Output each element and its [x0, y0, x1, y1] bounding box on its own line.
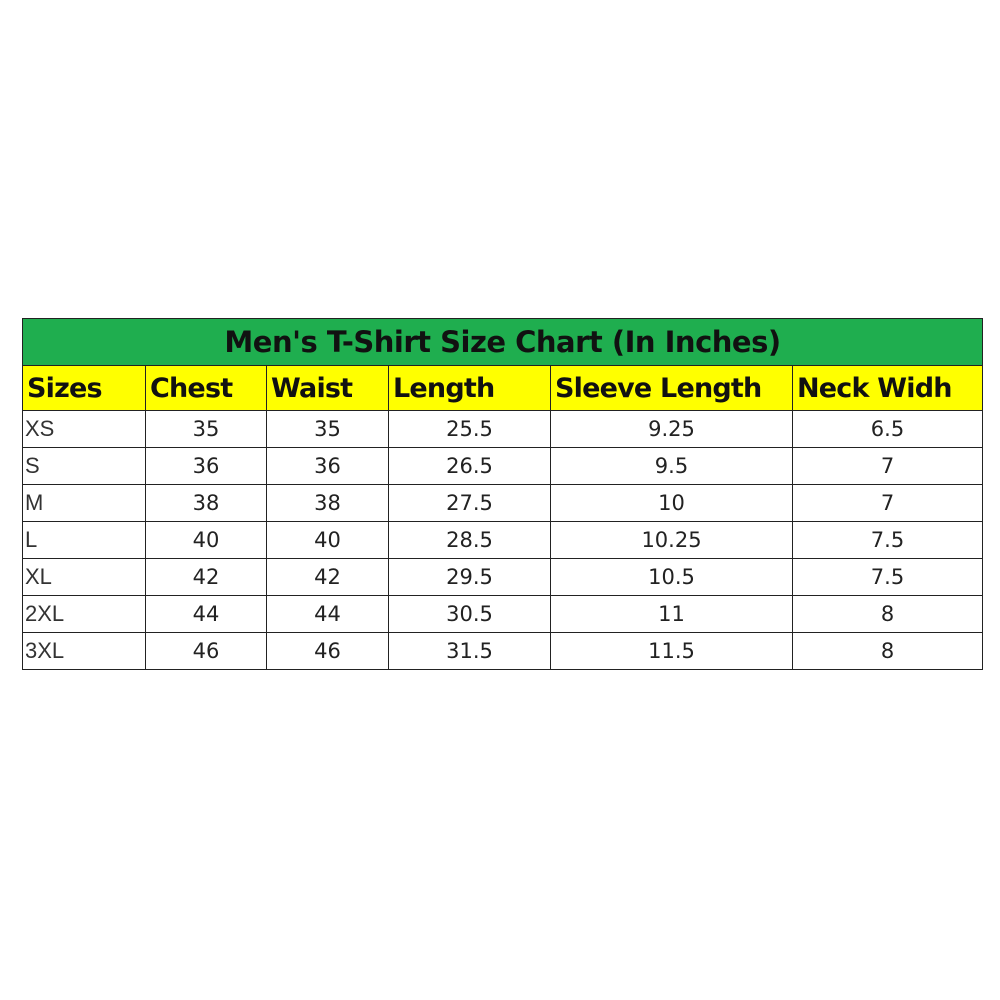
measurement-cell: 46: [145, 632, 267, 670]
measurement-cell: 35: [145, 410, 267, 448]
measurement-cell: 26.5: [388, 447, 551, 485]
column-header: Chest: [145, 365, 267, 411]
measurement-cell: 10: [550, 484, 793, 522]
measurement-cell: 7.5: [791, 558, 984, 596]
column-header: Length: [388, 365, 551, 411]
measurement-cell: 31.5: [388, 632, 551, 670]
size-cell: 3XL: [22, 632, 146, 670]
measurement-cell: 27.5: [388, 484, 551, 522]
table-row: L 40 40 28.5 10.25 7.5: [22, 521, 984, 559]
measurement-cell: 8: [791, 632, 984, 670]
measurement-cell: 8: [791, 595, 984, 633]
size-cell: 2XL: [22, 595, 146, 633]
table-row: XL 42 42 29.5 10.5 7.5: [22, 558, 984, 596]
measurement-cell: 30.5: [388, 595, 551, 633]
measurement-cell: 9.25: [550, 410, 793, 448]
table-row: XS 35 35 25.5 9.25 6.5: [22, 410, 984, 448]
measurement-cell: 6.5: [791, 410, 984, 448]
measurement-cell: 40: [266, 521, 389, 559]
size-cell: XS: [22, 410, 146, 448]
table-row: 2XL 44 44 30.5 11 8: [22, 595, 984, 633]
measurement-cell: 40: [145, 521, 267, 559]
size-cell: XL: [22, 558, 146, 596]
measurement-cell: 11: [550, 595, 793, 633]
column-header: Sleeve Length: [550, 365, 793, 411]
measurement-cell: 42: [145, 558, 267, 596]
measurement-cell: 7: [791, 447, 984, 485]
measurement-cell: 35: [266, 410, 389, 448]
measurement-cell: 10.25: [550, 521, 793, 559]
measurement-cell: 42: [266, 558, 389, 596]
measurement-cell: 46: [266, 632, 389, 670]
table-row: 3XL 46 46 31.5 11.5 8: [22, 632, 984, 670]
table-title: Men's T-Shirt Size Chart (In Inches): [21, 318, 984, 366]
measurement-cell: 10.5: [550, 558, 793, 596]
measurement-cell: 44: [145, 595, 267, 633]
size-cell: M: [22, 484, 146, 522]
column-header: Waist: [266, 365, 389, 411]
table-row: M 38 38 27.5 10 7: [22, 484, 984, 522]
measurement-cell: 7.5: [791, 521, 984, 559]
measurement-cell: 9.5: [550, 447, 793, 485]
table-row: S 36 36 26.5 9.5 7: [22, 447, 984, 485]
measurement-cell: 28.5: [388, 521, 551, 559]
column-header: Neck Widh: [791, 365, 984, 411]
size-chart-table: Men's T-Shirt Size Chart (In Inches) Siz…: [21, 318, 984, 670]
measurement-cell: 36: [145, 447, 267, 485]
measurement-cell: 11.5: [550, 632, 793, 670]
measurement-cell: 38: [266, 484, 389, 522]
measurement-cell: 36: [266, 447, 389, 485]
size-cell: S: [22, 447, 146, 485]
measurement-cell: 38: [145, 484, 267, 522]
measurement-cell: 7: [791, 484, 984, 522]
measurement-cell: 44: [266, 595, 389, 633]
size-cell: L: [22, 521, 146, 559]
measurement-cell: 29.5: [388, 558, 551, 596]
column-header: Sizes: [22, 365, 146, 411]
header-row: Sizes Chest Waist Length Sleeve Length Neck W…: [22, 365, 984, 411]
measurement-cell: 25.5: [388, 410, 551, 448]
